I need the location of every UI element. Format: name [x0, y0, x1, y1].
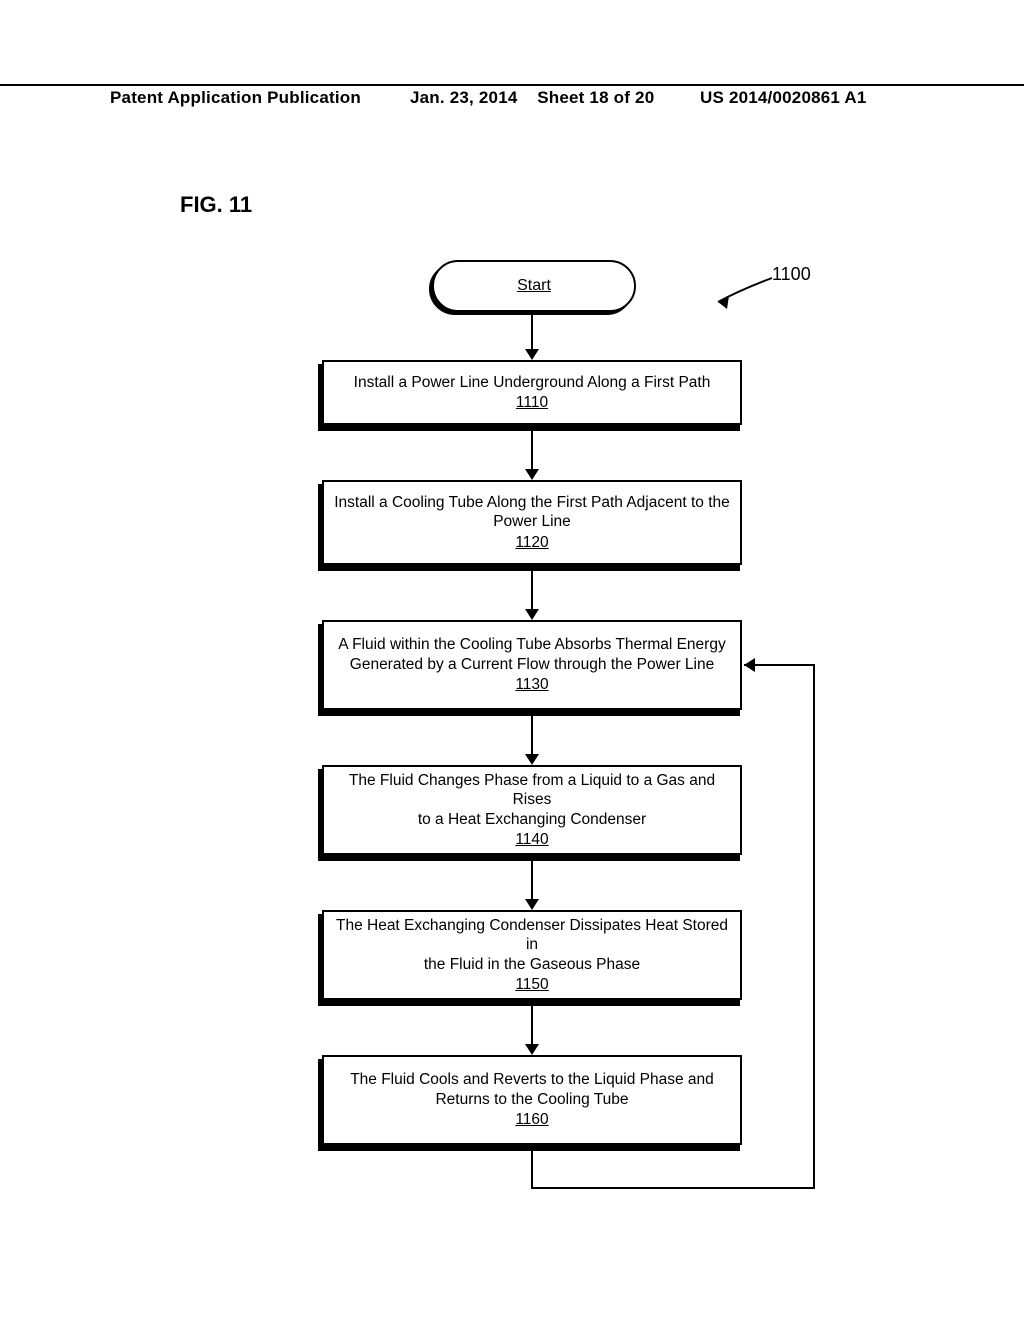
step-ref: 1110 — [516, 393, 548, 412]
arrow-1140-1150-head — [525, 899, 539, 910]
fb-v-up — [813, 665, 815, 1189]
arrow-1140-1150-line — [531, 857, 533, 900]
fb-h-bottom — [531, 1187, 815, 1189]
arrow-start-1110-line — [531, 311, 533, 350]
arrow-1110-1120-head — [525, 469, 539, 480]
step-1160: The Fluid Cools and Reverts to the Liqui… — [322, 1055, 742, 1145]
step-ref: 1120 — [515, 533, 548, 552]
arrow-1120-1130-head — [525, 609, 539, 620]
step-text-l1: Install a Cooling Tube Along the First P… — [334, 493, 730, 512]
step-text-l2: Returns to the Cooling Tube — [435, 1090, 628, 1109]
step-1130: A Fluid within the Cooling Tube Absorbs … — [322, 620, 742, 710]
start-label: Start — [517, 277, 551, 295]
arrow-1150-1160-line — [531, 1002, 533, 1045]
step-text-l2: Power Line — [493, 512, 571, 531]
page-root: Patent Application Publication Jan. 23, … — [0, 0, 1024, 1320]
header-right: US 2014/0020861 A1 — [700, 88, 867, 108]
step-text-l2: the Fluid in the Gaseous Phase — [424, 955, 640, 974]
step-text: Install a Power Line Underground Along a… — [354, 373, 711, 392]
header-rule — [0, 84, 1024, 86]
header-sheet: Sheet 18 of 20 — [537, 88, 654, 107]
step-text-l2: Generated by a Current Flow through the … — [350, 655, 714, 674]
step-1110: Install a Power Line Underground Along a… — [322, 360, 742, 425]
step-ref: 1130 — [515, 675, 548, 694]
step-ref: 1140 — [515, 830, 548, 849]
step-text-l1: The Fluid Changes Phase from a Liquid to… — [334, 771, 730, 810]
step-text-l1: The Heat Exchanging Condenser Dissipates… — [334, 916, 730, 955]
step-1120: Install a Cooling Tube Along the First P… — [322, 480, 742, 565]
step-ref: 1150 — [515, 975, 548, 994]
fb-drop — [531, 1147, 533, 1187]
arrow-start-1110-head — [525, 349, 539, 360]
arrow-1120-1130-line — [531, 567, 533, 610]
arrow-1130-1140-line — [531, 712, 533, 755]
start-node: Start — [432, 260, 636, 312]
step-text-l1: A Fluid within the Cooling Tube Absorbs … — [338, 635, 725, 654]
step-1150: The Heat Exchanging Condenser Dissipates… — [322, 910, 742, 1000]
step-ref: 1160 — [515, 1110, 548, 1129]
step-text-l2: to a Heat Exchanging Condenser — [418, 810, 646, 829]
figure-label: FIG. 11 — [180, 192, 252, 218]
arrow-1110-1120-line — [531, 427, 533, 470]
arrow-1130-1140-head — [525, 754, 539, 765]
arrow-1150-1160-head — [525, 1044, 539, 1055]
step-text-l1: The Fluid Cools and Reverts to the Liqui… — [350, 1070, 714, 1089]
fb-arrowhead — [744, 658, 755, 672]
header-date: Jan. 23, 2014 — [410, 88, 518, 107]
ref-pointer-curve — [712, 272, 792, 332]
header-left: Patent Application Publication — [110, 88, 361, 108]
step-1140: The Fluid Changes Phase from a Liquid to… — [322, 765, 742, 855]
header-mid: Jan. 23, 2014 Sheet 18 of 20 — [410, 88, 654, 108]
